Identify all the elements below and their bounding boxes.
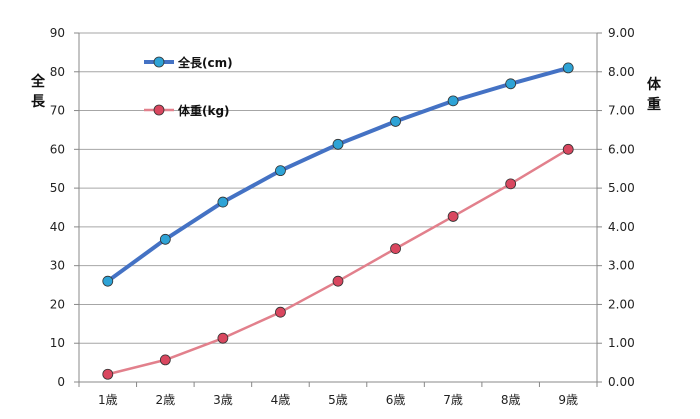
data-point xyxy=(159,233,171,245)
x-tick-label: 7歳 xyxy=(443,393,463,407)
x-tick-label: 3歳 xyxy=(213,393,233,407)
series-line xyxy=(106,148,570,376)
x-tick-label: 6歳 xyxy=(386,393,406,407)
data-point xyxy=(102,275,114,287)
right-tick-label: 3.00 xyxy=(608,259,635,273)
data-point xyxy=(275,306,286,318)
data-point xyxy=(447,211,459,222)
legend-marker xyxy=(153,104,165,116)
right-tick-label: 4.00 xyxy=(608,220,635,234)
series-line xyxy=(105,65,571,284)
x-tick-label: 8歳 xyxy=(501,393,521,407)
x-tick-label: 1歳 xyxy=(98,393,118,407)
legend-label: 体重(kg) xyxy=(178,103,230,118)
left-tick-label: 30 xyxy=(50,259,65,273)
left-tick-label: 80 xyxy=(50,65,65,79)
data-point xyxy=(332,138,344,150)
left-tick-label: 50 xyxy=(50,181,65,195)
left-axis-title: 長 xyxy=(31,94,46,110)
left-tick-label: 90 xyxy=(50,26,65,40)
data-point xyxy=(332,275,344,287)
data-point xyxy=(505,178,517,190)
right-tick-label: 0.00 xyxy=(608,375,635,389)
right-tick-label: 9.00 xyxy=(608,26,635,40)
data-point xyxy=(159,354,171,366)
data-point xyxy=(217,332,229,344)
right-tick-label: 7.00 xyxy=(608,104,635,118)
data-point xyxy=(390,243,401,255)
x-tick-label: 2歳 xyxy=(156,393,176,407)
right-axis-ticks: 0.00 1.00 2.00 3.00 4.00 5.00 6.00 7.00 8.00 9.00 xyxy=(608,26,635,389)
data-point xyxy=(390,116,401,127)
right-tick-label: 1.00 xyxy=(608,336,635,350)
x-axis-ticks: 1歳 2歳 3歳 4歳 5歳 6歳 7歳 8歳 9歳 xyxy=(98,393,578,407)
legend: 全長(cm) 体重(kg) xyxy=(144,55,233,118)
data-point xyxy=(447,95,459,107)
data-point xyxy=(102,368,114,380)
left-tick-label: 70 xyxy=(50,104,65,118)
right-tick-label: 6.00 xyxy=(608,142,635,156)
left-tick-label: 20 xyxy=(50,297,65,311)
data-point xyxy=(562,62,574,74)
data-point xyxy=(505,78,517,90)
right-axis-title: 体 xyxy=(647,76,662,93)
axes xyxy=(74,32,602,387)
axis-titles: 全長 体重 xyxy=(30,73,662,113)
left-tick-label: 0 xyxy=(57,375,65,389)
right-tick-label: 8.00 xyxy=(608,65,635,79)
data-point xyxy=(275,165,286,177)
left-axis-ticks: 0 10 20 30 40 50 60 70 80 90 xyxy=(50,26,65,389)
x-tick-label: 9歳 xyxy=(558,393,578,407)
left-tick-label: 40 xyxy=(50,220,65,234)
left-tick-label: 60 xyxy=(50,142,65,156)
data-point xyxy=(217,196,229,208)
x-tick-label: 4歳 xyxy=(271,393,291,407)
left-axis-title: 全 xyxy=(30,73,46,90)
legend-marker xyxy=(153,56,165,68)
legend-label: 全長(cm) xyxy=(177,55,233,70)
right-tick-label: 5.00 xyxy=(608,181,635,195)
series-group xyxy=(102,62,574,380)
data-point xyxy=(562,143,574,155)
x-tick-label: 5歳 xyxy=(328,393,348,407)
right-tick-label: 2.00 xyxy=(608,297,635,311)
left-tick-label: 10 xyxy=(50,336,65,350)
right-axis-title: 重 xyxy=(647,96,661,113)
